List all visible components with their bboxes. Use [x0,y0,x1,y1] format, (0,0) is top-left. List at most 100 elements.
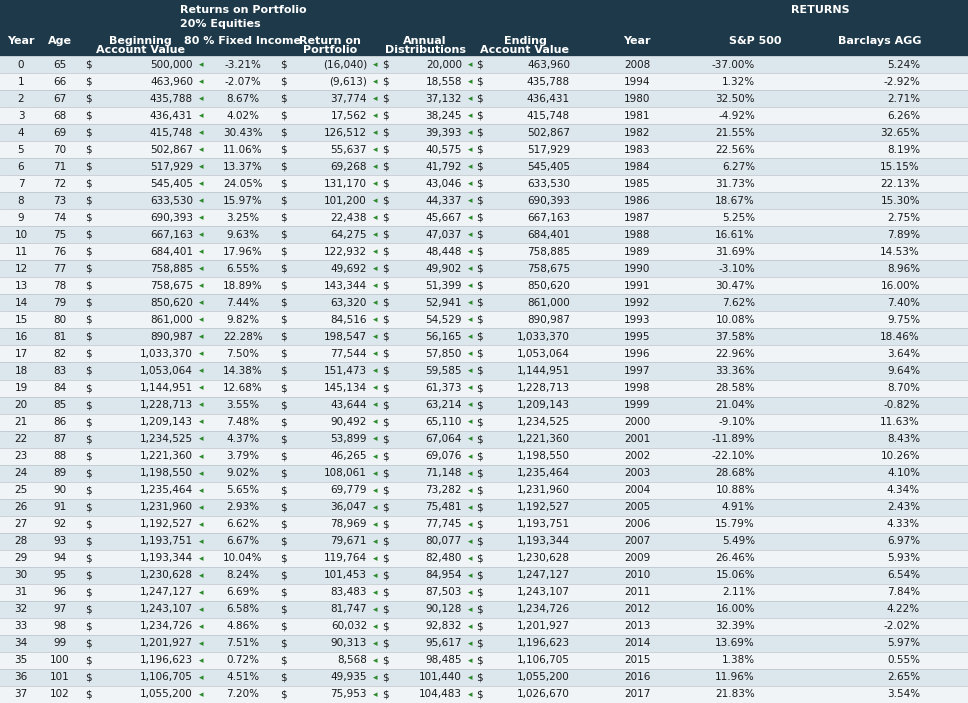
Text: $: $ [381,605,388,614]
Text: 27: 27 [15,520,28,529]
Text: $: $ [381,179,388,188]
Text: ◂: ◂ [373,77,378,86]
Bar [0,413,968,430]
Text: 22: 22 [15,434,28,444]
Text: $: $ [381,213,388,223]
Text: ◂: ◂ [468,537,472,546]
Bar [0,295,968,311]
Text: $: $ [280,315,287,325]
Text: 32: 32 [15,605,28,614]
Text: 63,320: 63,320 [331,298,367,308]
Text: 1,193,751: 1,193,751 [139,536,193,546]
Text: $: $ [84,332,91,342]
Text: 1,209,143: 1,209,143 [140,417,193,427]
Text: $: $ [84,77,91,86]
Text: 1,230,628: 1,230,628 [517,553,570,563]
Text: $: $ [381,587,388,598]
Bar [0,90,968,107]
Bar [0,533,968,550]
Text: 2008: 2008 [623,60,650,70]
Text: 4.37%: 4.37% [227,434,259,444]
Text: 80: 80 [53,315,67,325]
Text: 145,134: 145,134 [324,383,367,393]
Bar [0,686,968,703]
Text: $: $ [475,93,482,103]
Text: 1.38%: 1.38% [722,655,755,666]
Text: 28: 28 [15,536,28,546]
Text: $: $ [280,605,287,614]
Bar [0,363,968,380]
Text: 14: 14 [15,298,28,308]
Text: 88: 88 [53,451,67,461]
Text: 3.25%: 3.25% [227,213,259,223]
Text: ◂: ◂ [468,588,472,597]
Text: ◂: ◂ [198,247,203,257]
Bar [0,498,968,516]
Text: 22.13%: 22.13% [880,179,920,188]
Text: 1,055,200: 1,055,200 [517,673,570,683]
Text: 83: 83 [53,366,67,376]
Text: $: $ [84,485,91,495]
Text: Barclays AGG: Barclays AGG [838,36,922,46]
Text: 16: 16 [15,332,28,342]
Text: $: $ [84,553,91,563]
Text: 65,110: 65,110 [426,417,462,427]
Text: $: $ [84,349,91,359]
Text: 1,228,713: 1,228,713 [139,400,193,410]
Text: ◂: ◂ [373,656,378,665]
Text: 49,692: 49,692 [330,264,367,274]
Text: ◂: ◂ [468,384,472,392]
Text: -37.00%: -37.00% [711,60,755,70]
Text: 5.24%: 5.24% [887,60,920,70]
Text: ◂: ◂ [468,469,472,477]
Text: -2.07%: -2.07% [225,77,261,86]
Text: 69: 69 [53,128,67,138]
Text: $: $ [381,247,388,257]
Text: $: $ [475,638,482,648]
Text: $: $ [84,536,91,546]
Text: 29: 29 [15,553,28,563]
Text: ◂: ◂ [198,434,203,444]
Text: 28.58%: 28.58% [715,383,755,393]
Text: $: $ [381,195,388,206]
Text: 436,431: 436,431 [150,110,193,121]
Text: 545,405: 545,405 [150,179,193,188]
Text: ◂: ◂ [198,231,203,239]
Text: ◂: ◂ [373,162,378,171]
Text: ◂: ◂ [373,94,378,103]
Text: 1,221,360: 1,221,360 [517,434,570,444]
Text: 1,033,370: 1,033,370 [140,349,193,359]
Text: 758,885: 758,885 [527,247,570,257]
Bar [0,635,968,652]
Text: 2017: 2017 [623,690,650,699]
Text: 36: 36 [15,673,28,683]
Text: 6.58%: 6.58% [227,605,259,614]
Text: 1,230,628: 1,230,628 [140,570,193,580]
Text: ◂: ◂ [468,401,472,410]
Text: 38,245: 38,245 [426,110,462,121]
Text: 74: 74 [53,213,67,223]
Text: ◂: ◂ [198,179,203,188]
Text: 52,941: 52,941 [426,298,462,308]
Text: 667,163: 667,163 [527,213,570,223]
Text: ◂: ◂ [468,622,472,631]
Text: $: $ [475,587,482,598]
Text: 30.43%: 30.43% [224,128,263,138]
Text: ◂: ◂ [373,605,378,614]
Text: ◂: ◂ [468,418,472,427]
Text: ◂: ◂ [468,94,472,103]
Text: $: $ [381,93,388,103]
Text: $: $ [475,366,482,376]
Text: 21: 21 [15,417,28,427]
Text: 16.61%: 16.61% [715,230,755,240]
Text: $: $ [381,264,388,274]
Text: $: $ [280,468,287,478]
Text: 34: 34 [15,638,28,648]
Text: 1,144,951: 1,144,951 [517,366,570,376]
Text: $: $ [280,77,287,86]
Text: $: $ [475,434,482,444]
Text: 415,748: 415,748 [150,128,193,138]
Text: ◂: ◂ [468,162,472,171]
Text: ◂: ◂ [373,196,378,205]
Text: ◂: ◂ [468,451,472,460]
